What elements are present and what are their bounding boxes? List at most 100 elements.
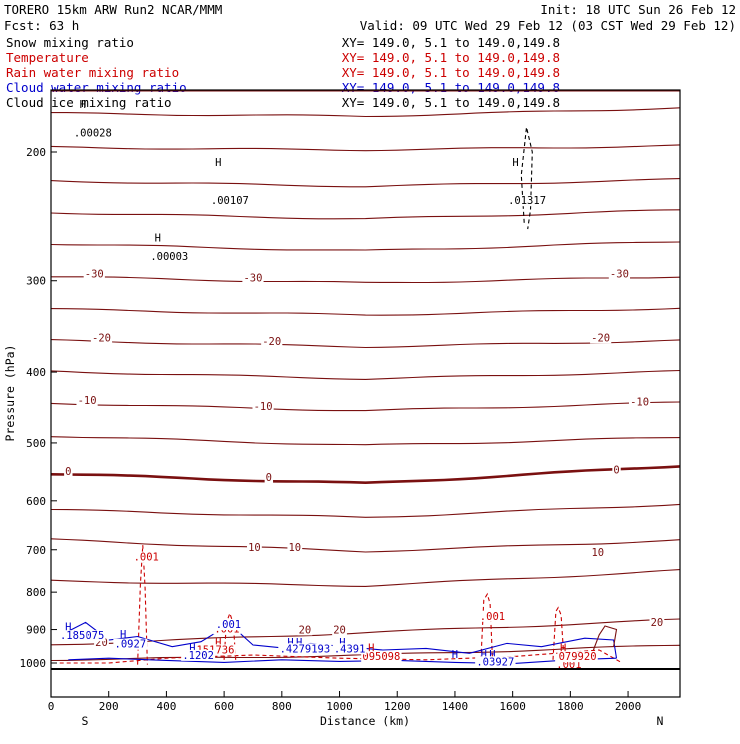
label-backdrop-24 [361, 651, 402, 663]
contour-label-34: .00028 [74, 128, 112, 140]
label-backdrop-6 [76, 395, 98, 407]
legend-name-snow: Snow mixing ratio [6, 35, 134, 50]
isotherm-7 [50, 209, 681, 220]
contour-label-37: .01317 [508, 195, 546, 207]
x-tick-label-3: 600 [214, 700, 234, 713]
contour-label-27: .185 [60, 630, 85, 642]
y-tick-label-1: 300 [26, 275, 46, 288]
contour-label-32: .4391 [334, 643, 366, 655]
label-backdrop-36 [149, 250, 190, 262]
y-tick-label-0: 200 [26, 146, 46, 159]
contour-label-6: -10 [78, 395, 97, 407]
label-backdrop-21 [478, 610, 507, 622]
contour-label-0: -30 [85, 268, 104, 280]
label-backdrop-10 [264, 472, 274, 484]
label-backdrop-12 [247, 541, 262, 553]
y-tick-label-2: 400 [26, 366, 46, 379]
label-backdrop-33 [475, 656, 516, 668]
contour-label-29: .1202 [182, 650, 214, 662]
legend-name-temperature: Temperature [6, 50, 89, 65]
label-backdrop-4 [261, 335, 283, 347]
high-marker-8: H [560, 643, 566, 655]
isotherm-5 [50, 144, 681, 152]
label-backdrop-17 [649, 616, 665, 628]
isotherm-4 [51, 107, 681, 118]
contour-label-31: .4279193 [280, 643, 331, 655]
snow-contour-right [520, 127, 533, 230]
x-tick-label-7: 1400 [442, 700, 469, 713]
label-backdrop-19 [132, 551, 161, 563]
label-backdrop-34 [72, 127, 114, 139]
label-backdrop-23 [195, 644, 236, 656]
high-marker-9: H [65, 621, 71, 633]
contour-label-21: .001 [480, 611, 505, 623]
isotherm-8 [50, 241, 681, 251]
contour-label-10: 0 [266, 472, 272, 484]
contour-label-5: -20 [591, 332, 610, 344]
high-marker-13: H [287, 637, 293, 649]
label-backdrop-27 [58, 630, 87, 642]
label-backdrop-30 [214, 619, 243, 631]
label-backdrop-3 [90, 332, 113, 344]
contour-annotations: HHHHHHHHHHHHHHHHHHH-30-30-30-20-20-20-10… [58, 99, 665, 671]
isotherm-17 [50, 538, 681, 553]
high-marker-0: H [80, 99, 86, 111]
isotherm-14 [50, 436, 681, 446]
plot-frame [50, 89, 681, 698]
x-tick-label-6: 1200 [384, 700, 411, 713]
x-tick-label-2: 400 [156, 700, 176, 713]
contour-label-33: .03927 [476, 656, 514, 668]
label-backdrop-7 [252, 400, 274, 412]
contour-label-28: .0927 [115, 639, 147, 651]
high-marker-2: H [155, 232, 161, 244]
contour-label-11: 0 [613, 465, 619, 477]
isotherm-12 [50, 369, 681, 380]
high-marker-18: H [489, 649, 495, 661]
label-backdrop-1 [242, 272, 264, 284]
isotherm-11 [50, 339, 681, 349]
contour-label-13: 10 [288, 542, 301, 554]
contour-label-12: 10 [248, 542, 261, 554]
label-backdrop-29 [181, 649, 216, 661]
x-tick-label-10: 2000 [615, 700, 642, 713]
isotherm-13 [50, 401, 681, 412]
contour-label-8: -10 [630, 396, 649, 408]
high-marker-7: H [368, 643, 374, 655]
init-time: Init: 18 UTC Sun 26 Feb 12 [540, 2, 736, 17]
x-tick-label-1: 200 [99, 700, 119, 713]
contour-label-4: -20 [262, 336, 281, 348]
high-marker-3: H [512, 157, 518, 169]
rain-plume-1 [137, 545, 148, 665]
contour-label-16: 20 [333, 624, 346, 636]
label-backdrop-8 [629, 396, 651, 408]
high-marker-1: H [215, 157, 221, 169]
contour-label-15: 20 [299, 624, 312, 636]
contour-label-19: .001 [134, 552, 159, 564]
label-backdrop-14 [590, 547, 606, 559]
rain-plume-3 [480, 592, 494, 660]
isotherm-18 [50, 569, 681, 587]
legend-xy-cloud-ice: XY= 149.0, 5.1 to 149.0,149.8 [342, 95, 560, 110]
legend-xy-snow: XY= 149.0, 5.1 to 149.0,149.8 [342, 35, 560, 50]
label-backdrop-22 [555, 658, 583, 670]
label-backdrop-15 [297, 624, 313, 636]
legend-name-cloud-ice: Cloud ice mixing ratio [6, 95, 172, 110]
contour-label-25: 079920 [559, 651, 597, 663]
label-backdrop-0 [83, 268, 105, 280]
label-backdrop-35 [209, 195, 251, 207]
isotherm-16 [50, 503, 681, 518]
cloud-water-base [68, 657, 617, 665]
legend-name-rain: Rain water mixing ratio [6, 65, 179, 80]
contour-label-17: 20 [651, 617, 664, 629]
y-tick-label-5: 700 [26, 544, 46, 557]
high-marker-17: H [481, 649, 487, 661]
high-marker-16: H [452, 649, 458, 661]
label-backdrop-31 [278, 643, 332, 655]
legend-name-cloud-water: Cloud water mixing ratio [6, 80, 187, 95]
high-marker-15: H [339, 637, 345, 649]
rain-plume-4 [552, 606, 565, 660]
temperature-isotherms [50, 90, 681, 662]
contour-label-30: .001 [216, 619, 241, 631]
